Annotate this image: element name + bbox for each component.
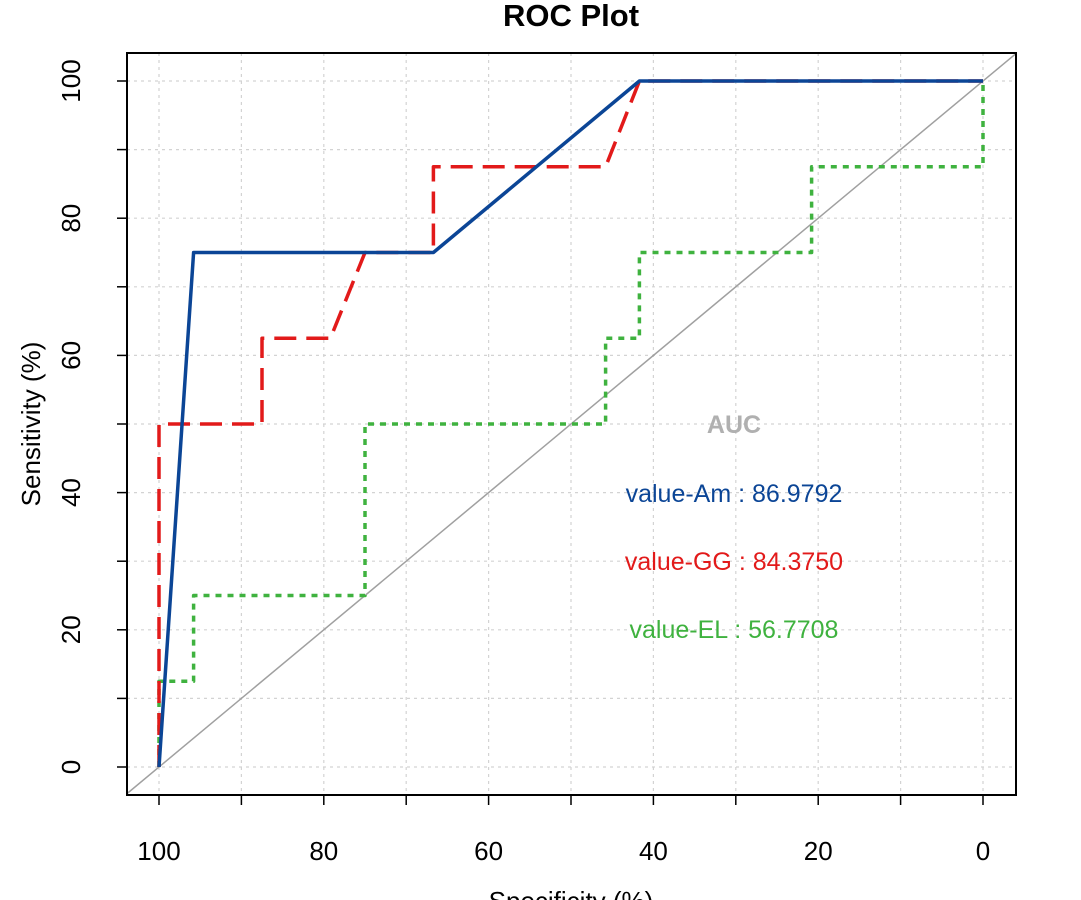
x-tick-label: 20 (804, 836, 833, 866)
auc-legend: AUC value-Am : 86.9792 value-GG : 84.375… (625, 411, 843, 644)
x-tick-label: 80 (309, 836, 338, 866)
y-tick-label: 100 (56, 59, 86, 102)
auc-header: AUC (707, 411, 761, 439)
auc-line-el: value-EL : 56.7708 (630, 616, 839, 644)
x-axis: 100 80 60 40 20 0 (137, 795, 990, 866)
x-tick-label: 0 (976, 836, 990, 866)
y-tick-label: 0 (56, 760, 86, 774)
auc-line-gg: value-GG : 84.3750 (625, 548, 843, 576)
y-tick-label: 80 (56, 204, 86, 233)
x-tick-label: 40 (639, 836, 668, 866)
auc-line-am: value-Am : 86.9792 (626, 480, 843, 508)
x-axis-title: Specificity (%) (489, 886, 654, 900)
series-layer (157, 79, 985, 768)
y-axis: 0 20 40 60 80 100 (56, 59, 127, 774)
y-tick-label: 20 (56, 615, 86, 644)
diagonal-line (126, 52, 1017, 795)
y-tick-label: 60 (56, 341, 86, 370)
y-tick-label: 40 (56, 478, 86, 507)
y-axis-title: Sensitivity (%) (16, 342, 46, 507)
series-am-line (157, 79, 983, 768)
x-tick-label: 100 (137, 836, 180, 866)
reference-diagonal (126, 52, 1017, 795)
series-el-line (157, 81, 985, 767)
x-tick-label: 60 (474, 836, 503, 866)
chart-title: ROC Plot (503, 0, 639, 33)
